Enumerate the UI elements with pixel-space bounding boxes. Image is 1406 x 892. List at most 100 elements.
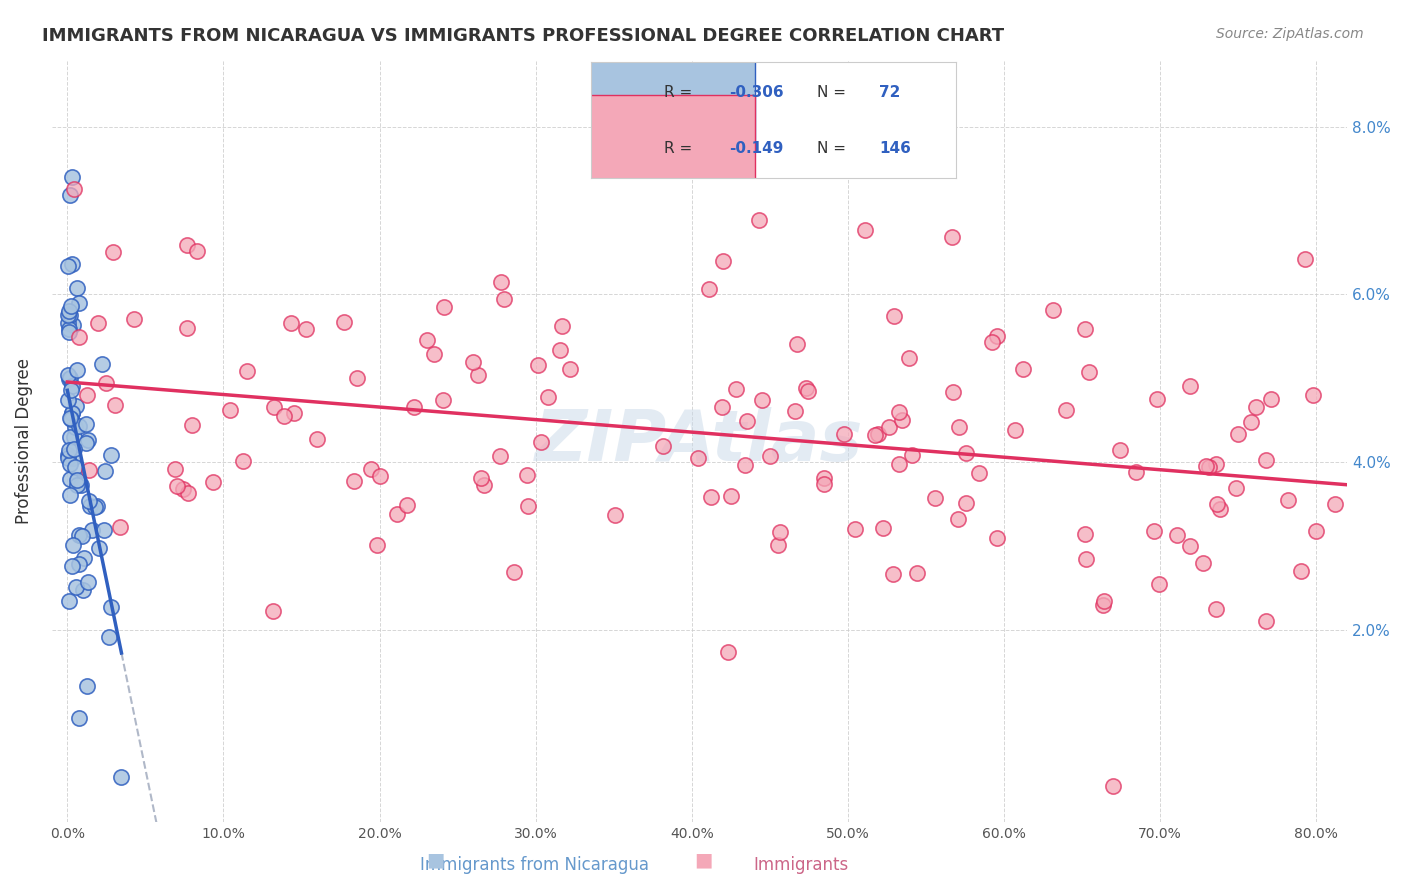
Point bbox=[1143, 524, 1166, 539]
Point bbox=[72, 582, 94, 597]
Point bbox=[332, 315, 354, 329]
Point bbox=[467, 368, 489, 382]
Point bbox=[58, 442, 80, 457]
Point bbox=[942, 384, 965, 399]
Point bbox=[948, 419, 970, 434]
Text: Immigrants from Nicaragua: Immigrants from Nicaragua bbox=[420, 856, 648, 874]
Point bbox=[59, 370, 82, 384]
Point bbox=[1205, 457, 1227, 471]
Point bbox=[176, 238, 198, 252]
Point bbox=[60, 406, 83, 420]
Point bbox=[717, 645, 740, 659]
Point bbox=[769, 524, 792, 539]
Point bbox=[67, 557, 90, 571]
Point bbox=[461, 355, 484, 369]
Point bbox=[59, 472, 82, 486]
Point bbox=[967, 466, 990, 480]
Point bbox=[1092, 593, 1115, 607]
Point bbox=[56, 368, 79, 383]
Point bbox=[62, 450, 84, 465]
Point bbox=[1244, 401, 1267, 415]
Point bbox=[1206, 497, 1229, 511]
Point bbox=[1277, 493, 1299, 508]
Point bbox=[346, 371, 368, 385]
Point bbox=[60, 412, 83, 426]
Point bbox=[1240, 415, 1263, 429]
Point bbox=[76, 387, 98, 401]
Point bbox=[1305, 524, 1327, 538]
Point bbox=[59, 308, 82, 322]
Point bbox=[219, 402, 242, 417]
Point bbox=[62, 442, 84, 456]
Point bbox=[56, 392, 79, 407]
Point bbox=[77, 434, 100, 448]
Point bbox=[56, 450, 79, 465]
Point bbox=[887, 405, 910, 419]
Point bbox=[176, 486, 198, 500]
Point bbox=[79, 494, 101, 508]
Point bbox=[766, 537, 789, 551]
Point bbox=[387, 508, 409, 522]
Point bbox=[58, 308, 80, 322]
Point bbox=[58, 260, 80, 274]
Point bbox=[60, 558, 83, 573]
Point bbox=[91, 357, 114, 371]
Point bbox=[433, 300, 456, 314]
Point bbox=[1180, 378, 1202, 392]
Point bbox=[1092, 598, 1115, 612]
Point bbox=[65, 399, 87, 413]
Point bbox=[686, 450, 709, 465]
Text: Immigrants: Immigrants bbox=[754, 856, 849, 874]
Point bbox=[423, 346, 446, 360]
Point bbox=[1191, 556, 1213, 570]
Point bbox=[56, 316, 79, 330]
Point bbox=[889, 457, 911, 471]
Y-axis label: Professional Degree: Professional Degree bbox=[15, 358, 32, 524]
Point bbox=[75, 435, 97, 450]
Point bbox=[58, 307, 80, 321]
Point bbox=[1109, 443, 1132, 458]
Point bbox=[63, 430, 86, 444]
Point bbox=[283, 406, 305, 420]
Point bbox=[751, 393, 773, 408]
Point bbox=[186, 244, 208, 258]
Point bbox=[941, 230, 963, 244]
Point bbox=[537, 390, 560, 404]
Point bbox=[60, 383, 83, 397]
Point bbox=[1011, 362, 1033, 376]
Point bbox=[844, 522, 866, 536]
Point bbox=[530, 434, 553, 449]
Point bbox=[63, 182, 86, 196]
Point bbox=[955, 495, 977, 509]
Point bbox=[70, 478, 93, 492]
Point bbox=[104, 398, 127, 412]
Point bbox=[180, 417, 202, 432]
Point bbox=[65, 580, 87, 594]
Point bbox=[882, 567, 904, 582]
Point bbox=[472, 478, 495, 492]
Point bbox=[748, 213, 770, 227]
Point bbox=[901, 448, 924, 462]
Point bbox=[343, 475, 366, 489]
Point bbox=[166, 479, 188, 493]
Point bbox=[1260, 392, 1282, 407]
Point bbox=[882, 310, 904, 324]
Point bbox=[307, 432, 329, 446]
Point bbox=[1209, 502, 1232, 516]
Point bbox=[1294, 252, 1316, 267]
Point bbox=[1054, 403, 1077, 417]
Point bbox=[65, 478, 87, 492]
Point bbox=[503, 565, 526, 579]
Point bbox=[898, 351, 921, 365]
Point bbox=[890, 413, 912, 427]
Point bbox=[395, 498, 418, 512]
Point bbox=[108, 520, 131, 534]
Point bbox=[758, 450, 780, 464]
Text: -0.306: -0.306 bbox=[730, 85, 785, 100]
Point bbox=[59, 488, 82, 502]
FancyBboxPatch shape bbox=[492, 95, 755, 202]
Point bbox=[73, 551, 96, 566]
Point bbox=[96, 376, 118, 390]
Text: IMMIGRANTS FROM NICARAGUA VS IMMIGRANTS PROFESSIONAL DEGREE CORRELATION CHART: IMMIGRANTS FROM NICARAGUA VS IMMIGRANTS … bbox=[42, 27, 1004, 45]
Point bbox=[76, 574, 98, 589]
